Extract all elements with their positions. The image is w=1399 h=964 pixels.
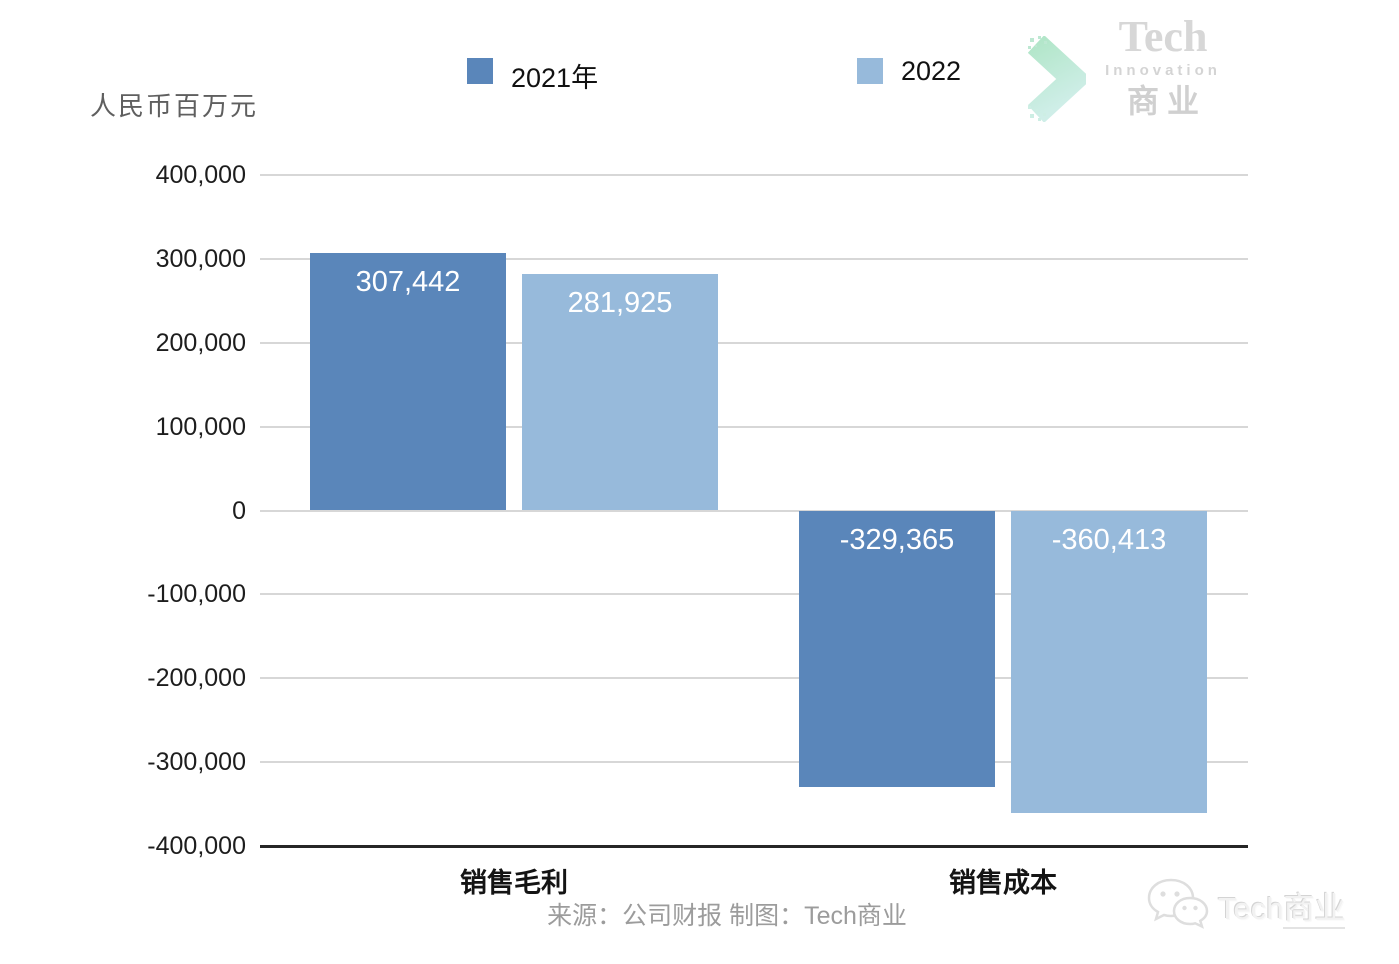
x-axis-label-gross-profit: 销售毛利	[460, 868, 568, 898]
bar-value-label: -360,413	[1051, 523, 1167, 556]
source-note: 来源：公司财报 制图：Tech商业	[547, 902, 907, 930]
bar-value-label: 281,925	[567, 287, 673, 320]
bar-value-label: -329,365	[839, 523, 955, 556]
bar-2022-销售成本: -360,413	[1011, 510, 1207, 813]
gridline	[260, 509, 1248, 512]
y-tick-label: 400,000	[155, 161, 246, 189]
logo-word-shangye: 商业	[1126, 83, 1207, 119]
gridline	[260, 677, 1248, 680]
y-tick-label: -300,000	[147, 748, 246, 777]
logo-word-tech: Tech	[1118, 12, 1208, 61]
gridline	[260, 257, 1248, 260]
legend-label-2021: 2021年	[511, 63, 599, 93]
bar-2021年-销售毛利: 307,442	[310, 252, 506, 511]
x-axis-line	[260, 845, 1248, 848]
y-tick-label: -100,000	[147, 580, 246, 609]
chevron-arrow-icon	[1028, 36, 1086, 122]
y-tick-label: 200,000	[155, 328, 246, 357]
watermark-brand-cn: 商业	[1283, 890, 1346, 929]
y-tick-label: 300,000	[155, 244, 246, 273]
legend-swatch-2022	[857, 58, 883, 84]
legend-label-2022: 2022	[901, 56, 962, 86]
watermark-text: Tech商业	[1218, 883, 1346, 929]
bar-value-label: 307,442	[355, 265, 461, 298]
wechat-icon	[1147, 878, 1209, 929]
bar-2021年-销售成本: -329,365	[799, 510, 995, 787]
gridline	[260, 593, 1248, 596]
brand-logo: Tech Innovation 商业	[1022, 14, 1232, 132]
watermark: Tech商业	[1146, 876, 1346, 934]
bar-2022-销售毛利: 281,925	[522, 274, 718, 511]
y-tick-label: 100,000	[155, 412, 246, 441]
logo-word-innovation: Innovation	[1105, 62, 1221, 79]
x-axis-label-cost-of-sales: 销售成本	[949, 868, 1057, 898]
gridline	[260, 341, 1248, 344]
gridline	[260, 174, 1248, 176]
y-axis-unit-label: 人民币百万元	[90, 91, 259, 121]
legend-swatch-2021	[467, 58, 493, 84]
gridline	[260, 761, 1248, 764]
brand-logo-text: Tech Innovation 商业	[1088, 14, 1238, 120]
watermark-brand-en: Tech	[1218, 890, 1284, 926]
y-tick-label: -200,000	[147, 664, 246, 693]
y-tick-label: 0	[232, 496, 246, 525]
gridline	[260, 425, 1248, 428]
y-tick-label: -400,000	[147, 832, 246, 860]
